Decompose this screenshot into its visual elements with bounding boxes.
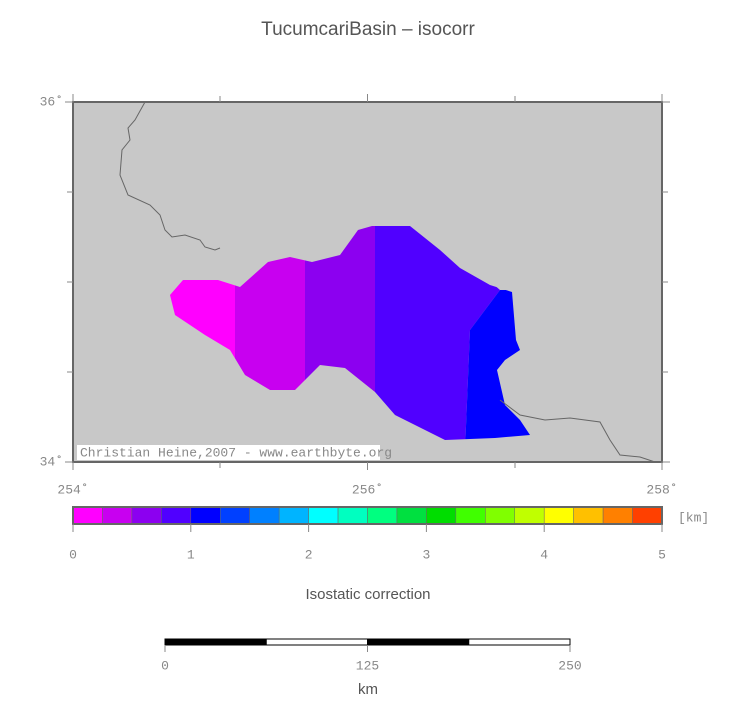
- credit: Christian Heine,2007 - www.earthbyte.org: [80, 445, 392, 460]
- colorbar-label: Isostatic correction: [305, 586, 430, 603]
- colorbar-swatch: [249, 506, 280, 525]
- colorbar-tick-label: 3: [422, 547, 430, 562]
- colorbar-swatch: [72, 506, 103, 525]
- colorbar-swatch: [514, 506, 545, 525]
- colorbar-swatch: [396, 506, 427, 525]
- colorbar-unit: [km]: [678, 510, 709, 525]
- colorbar-swatch: [190, 506, 221, 525]
- scalebar-tick-label: 125: [356, 658, 379, 673]
- scalebar-tick-label: 0: [161, 658, 169, 673]
- colorbar-swatch: [220, 506, 250, 525]
- scalebar-segment: [164, 638, 267, 646]
- colorbar-swatch: [278, 506, 309, 525]
- colorbar-swatch: [308, 506, 339, 525]
- colorbar-swatch: [337, 506, 368, 525]
- scalebar-tick-label: 250: [558, 658, 581, 673]
- scalebar-segment: [265, 638, 368, 646]
- colorbar-swatch: [161, 506, 192, 525]
- colorbar-frame: [72, 506, 663, 525]
- minor-ticks: [67, 96, 668, 468]
- colorbar-swatch: [367, 506, 398, 525]
- colorbar-swatch: [102, 506, 133, 525]
- colorbar-swatch: [485, 506, 515, 525]
- coastline: [119, 101, 656, 463]
- y-tick-label: 36˚: [40, 94, 63, 109]
- x-tick-label: 256˚: [352, 482, 383, 497]
- colorbar-swatch: [602, 506, 633, 525]
- colorbar-tick-label: 1: [187, 547, 195, 562]
- colorbar-tick-label: 4: [540, 547, 548, 562]
- credit-box: [77, 445, 380, 460]
- colorbar-swatch: [543, 506, 574, 525]
- colorbar-swatch: [426, 506, 457, 525]
- colorbar-swatch: [632, 506, 663, 525]
- colorbar-tick-label: 0: [69, 547, 77, 562]
- colorbar-swatch: [131, 506, 162, 525]
- scalebar-unit: km: [358, 681, 378, 698]
- x-tick-label: 254˚: [57, 482, 88, 497]
- colorbar-tick-label: 2: [305, 547, 313, 562]
- basin-band: [375, 226, 500, 440]
- colorbar-swatch: [455, 506, 486, 525]
- colorbar-swatch: [573, 506, 604, 525]
- title: TucumcariBasin – isocorr: [261, 19, 475, 40]
- scalebar-segment: [367, 638, 470, 646]
- y-tick-label: 34˚: [40, 454, 63, 469]
- scalebar-segment: [468, 638, 571, 646]
- x-tick-label: 258˚: [646, 482, 677, 497]
- colorbar-tick-label: 5: [658, 547, 666, 562]
